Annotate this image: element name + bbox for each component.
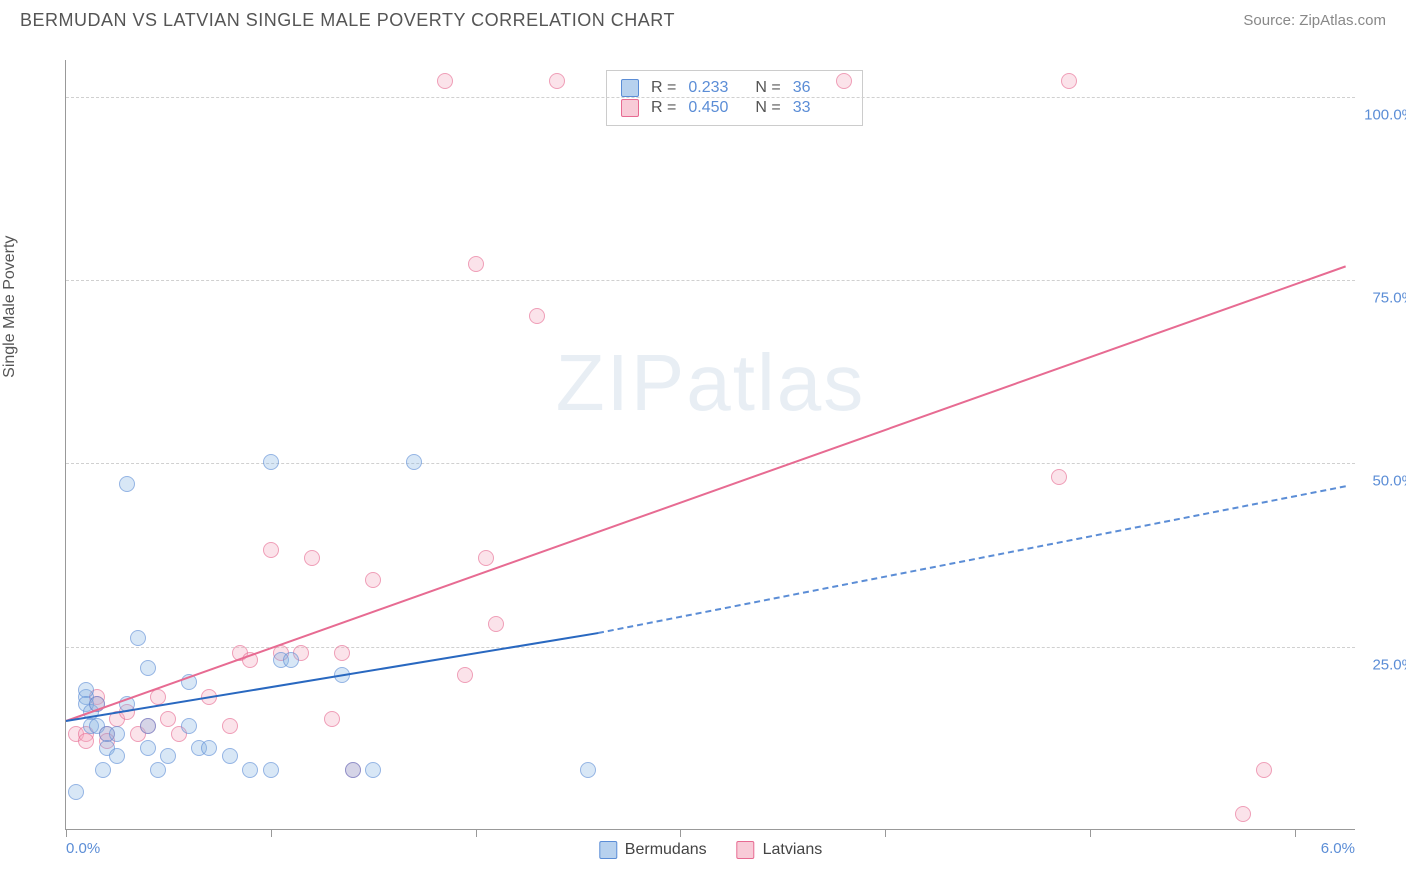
data-point <box>130 630 146 646</box>
y-tick-label: 75.0% <box>1372 290 1406 307</box>
data-point <box>304 550 320 566</box>
n-label: N = <box>755 99 780 117</box>
y-axis-label: Single Male Poverty <box>1 236 19 378</box>
legend-item-bermudans: Bermudans <box>599 841 707 859</box>
data-point <box>242 762 258 778</box>
n-value-latvians: 33 <box>793 99 848 117</box>
gridline <box>66 97 1355 98</box>
data-point <box>140 740 156 756</box>
data-point <box>140 660 156 676</box>
r-label: R = <box>651 99 676 117</box>
data-point <box>437 73 453 89</box>
data-point <box>201 740 217 756</box>
swatch-pink-icon <box>621 99 639 117</box>
stats-box: R = 0.233 N = 36 R = 0.450 N = 33 <box>606 70 863 126</box>
y-tick-label: 50.0% <box>1372 473 1406 490</box>
swatch-pink-icon <box>737 841 755 859</box>
x-tick <box>885 829 886 837</box>
source-name: ZipAtlas.com <box>1299 12 1386 29</box>
gridline <box>66 280 1355 281</box>
data-point <box>263 454 279 470</box>
source-label: Source: <box>1243 12 1295 29</box>
data-point <box>140 718 156 734</box>
trend-line <box>66 632 599 722</box>
swatch-blue-icon <box>621 79 639 97</box>
gridline <box>66 647 1355 648</box>
r-value-latvians: 0.450 <box>688 99 743 117</box>
data-point <box>222 748 238 764</box>
data-point <box>160 748 176 764</box>
data-point <box>283 652 299 668</box>
data-point <box>109 726 125 742</box>
data-point <box>150 762 166 778</box>
data-point <box>109 748 125 764</box>
trend-line <box>66 265 1346 722</box>
x-tick-label-right: 6.0% <box>1321 840 1355 857</box>
data-point <box>365 762 381 778</box>
y-tick-label: 100.0% <box>1364 106 1406 123</box>
x-tick <box>1090 829 1091 837</box>
data-point <box>263 542 279 558</box>
data-point <box>1051 469 1067 485</box>
chart-title: BERMUDAN VS LATVIAN SINGLE MALE POVERTY … <box>20 10 675 31</box>
x-tick <box>1295 829 1296 837</box>
data-point <box>1256 762 1272 778</box>
data-point <box>580 762 596 778</box>
data-point <box>478 550 494 566</box>
data-point <box>488 616 504 632</box>
x-tick <box>271 829 272 837</box>
data-point <box>457 667 473 683</box>
legend-label-bermudans: Bermudans <box>625 841 707 859</box>
data-point <box>836 73 852 89</box>
y-tick-label: 25.0% <box>1372 656 1406 673</box>
data-point <box>222 718 238 734</box>
data-point <box>406 454 422 470</box>
data-point <box>324 711 340 727</box>
stats-row-latvians: R = 0.450 N = 33 <box>621 99 848 117</box>
data-point <box>345 762 361 778</box>
data-point <box>1235 806 1251 822</box>
data-point <box>529 308 545 324</box>
data-point <box>365 572 381 588</box>
watermark-atlas: atlas <box>686 338 865 427</box>
data-point <box>1061 73 1077 89</box>
data-point <box>78 682 94 698</box>
data-point <box>160 711 176 727</box>
bottom-legend: Bermudans Latvians <box>599 841 822 859</box>
data-point <box>68 784 84 800</box>
x-tick-label-left: 0.0% <box>66 840 100 857</box>
trend-line <box>598 485 1346 634</box>
x-tick <box>66 829 67 837</box>
data-point <box>468 256 484 272</box>
data-point <box>181 718 197 734</box>
r-label: R = <box>651 79 676 97</box>
gridline <box>66 463 1355 464</box>
r-value-bermudans: 0.233 <box>688 79 743 97</box>
data-point <box>263 762 279 778</box>
data-point <box>119 476 135 492</box>
plot-area: ZIPatlas R = 0.233 N = 36 R = 0.450 N = … <box>65 60 1355 830</box>
stats-row-bermudans: R = 0.233 N = 36 <box>621 79 848 97</box>
chart-header: BERMUDAN VS LATVIAN SINGLE MALE POVERTY … <box>0 0 1406 35</box>
x-tick <box>476 829 477 837</box>
swatch-blue-icon <box>599 841 617 859</box>
data-point <box>549 73 565 89</box>
data-point <box>78 733 94 749</box>
chart-container: Single Male Poverty ZIPatlas R = 0.233 N… <box>50 45 1380 835</box>
data-point <box>334 645 350 661</box>
legend-item-latvians: Latvians <box>737 841 823 859</box>
source-text: Source: ZipAtlas.com <box>1243 12 1386 29</box>
watermark: ZIPatlas <box>556 337 865 429</box>
x-tick <box>680 829 681 837</box>
legend-label-latvians: Latvians <box>763 841 823 859</box>
data-point <box>150 689 166 705</box>
watermark-zip: ZIP <box>556 338 686 427</box>
n-label: N = <box>755 79 780 97</box>
data-point <box>95 762 111 778</box>
